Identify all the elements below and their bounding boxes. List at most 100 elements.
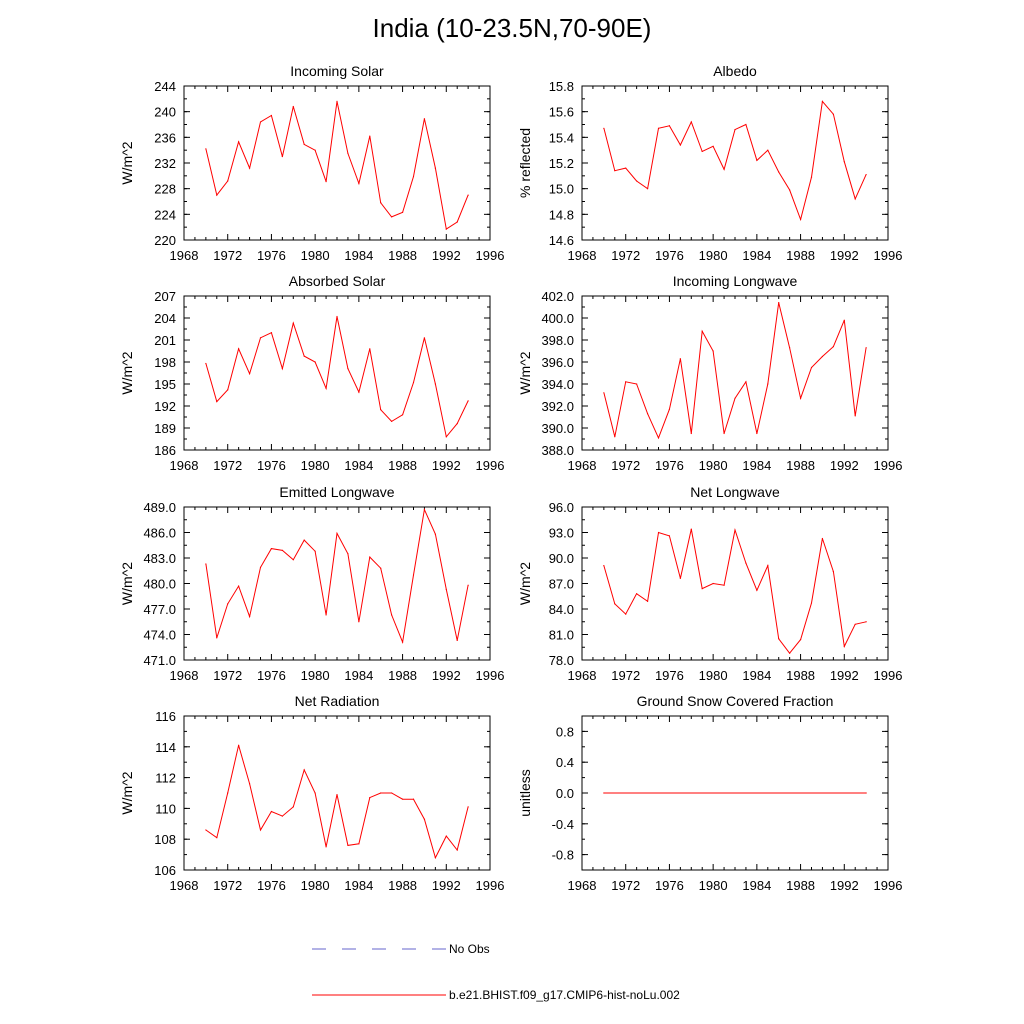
data-point — [445, 588, 447, 591]
data-point — [865, 173, 867, 176]
plot-frame — [581, 295, 889, 451]
data-point — [423, 818, 426, 820]
data-point — [259, 829, 262, 831]
x-tick-label: 1976 — [257, 878, 286, 893]
y-tick-label: 232 — [154, 156, 176, 171]
data-point — [227, 389, 229, 391]
data-point — [412, 574, 415, 576]
data-point — [456, 849, 458, 851]
y-tick-label: 14.8 — [549, 207, 574, 222]
data-point — [456, 639, 458, 642]
y-tick-label: 0.8 — [556, 724, 574, 739]
x-tick-label: 1980 — [699, 458, 728, 473]
data-point — [336, 100, 338, 102]
data-point — [248, 167, 251, 169]
data-point — [625, 167, 627, 169]
data-point — [668, 408, 671, 410]
data-point — [789, 347, 791, 349]
x-tick-label: 1968 — [568, 458, 597, 473]
data-point — [380, 792, 382, 794]
data-point — [843, 645, 845, 648]
y-tick-label: 14.6 — [549, 233, 574, 248]
data-point — [690, 121, 692, 123]
data-point — [832, 346, 834, 348]
x-tick-label: 1992 — [830, 248, 859, 263]
panel-6: 1968 1972 1976 1980 1984 1988 1992 1996 78.0 81.0… — [517, 484, 902, 683]
data-point — [832, 113, 834, 115]
legend-label: b.e21.BHIST.f09_g17.CMIP6-hist-noLu.002 — [449, 988, 680, 1002]
legend: No Obs b.e21.BHIST.f09_g17.CMIP6-hist-noL… — [312, 942, 680, 1002]
data-point — [303, 355, 305, 357]
x-tick-label: 1972 — [213, 458, 242, 473]
data-point — [292, 322, 294, 324]
y-tick-label: -0.4 — [552, 817, 574, 832]
data-point — [314, 792, 316, 794]
data-point — [467, 400, 469, 402]
data-point — [603, 792, 605, 794]
data-point — [325, 614, 327, 616]
y-tick-label: 93.0 — [549, 526, 574, 541]
data-point — [303, 769, 305, 771]
legend-label: No Obs — [449, 942, 490, 956]
data-point — [625, 613, 627, 615]
data-point — [723, 432, 725, 435]
x-tick-label: 1988 — [786, 248, 815, 263]
x-tick-label: 1972 — [611, 248, 640, 263]
data-point — [723, 168, 725, 171]
data-point — [712, 582, 714, 585]
data-point — [434, 383, 436, 385]
x-tick-label: 1996 — [476, 458, 505, 473]
x-tick-label: 1972 — [213, 248, 242, 263]
data-point — [843, 161, 845, 163]
data-point — [369, 556, 371, 558]
data-point — [434, 167, 436, 169]
data-point — [701, 150, 703, 153]
data-point — [401, 414, 404, 416]
y-tick-label: 0.4 — [556, 755, 574, 770]
data-point — [723, 584, 725, 586]
x-tick-label: 1976 — [655, 248, 684, 263]
x-tick-label: 1996 — [874, 458, 903, 473]
data-point — [325, 181, 327, 183]
y-tick-label: 486.0 — [143, 526, 176, 541]
data-point — [391, 216, 393, 218]
data-point — [456, 221, 458, 223]
data-point — [690, 528, 692, 530]
x-tick-label: 1996 — [874, 668, 903, 683]
panel-title: Net Longwave — [690, 484, 780, 500]
y-tick-label: 483.0 — [143, 551, 176, 566]
x-tick-label: 1980 — [699, 248, 728, 263]
data-point — [778, 171, 780, 173]
data-point — [445, 228, 447, 230]
panel-8: 1968 1972 1976 1980 1984 1988 1992 1996 -0.8 -0.4… — [517, 693, 902, 893]
data-point — [832, 571, 834, 573]
data-point — [336, 315, 338, 318]
y-tick-label: 400.0 — [541, 311, 574, 326]
y-axis-label: % reflected — [517, 128, 533, 198]
data-point — [865, 347, 867, 349]
y-axis-label: unitless — [517, 769, 533, 816]
panel-2: 1968 1972 1976 1980 1984 1988 1992 1996 14.6 14.8… — [517, 63, 902, 263]
y-tick-label: 489.0 — [143, 500, 176, 515]
data-point — [227, 603, 229, 605]
panel-title: Incoming Solar — [290, 63, 384, 79]
data-point — [756, 159, 758, 162]
data-point — [216, 401, 218, 403]
data-point — [358, 843, 360, 845]
data-point — [347, 368, 349, 370]
data-point — [216, 837, 218, 839]
data-point — [270, 332, 273, 334]
data-point — [690, 432, 692, 435]
data-point — [205, 148, 207, 150]
panel-title: Absorbed Solar — [289, 273, 386, 289]
data-point — [325, 846, 327, 848]
data-point — [734, 397, 736, 399]
data-point — [767, 565, 769, 567]
data-point — [358, 621, 360, 623]
data-point — [423, 337, 426, 339]
data-point — [701, 588, 703, 590]
data-point — [636, 180, 638, 182]
y-tick-label: 198 — [154, 355, 176, 370]
data-point — [603, 127, 605, 129]
